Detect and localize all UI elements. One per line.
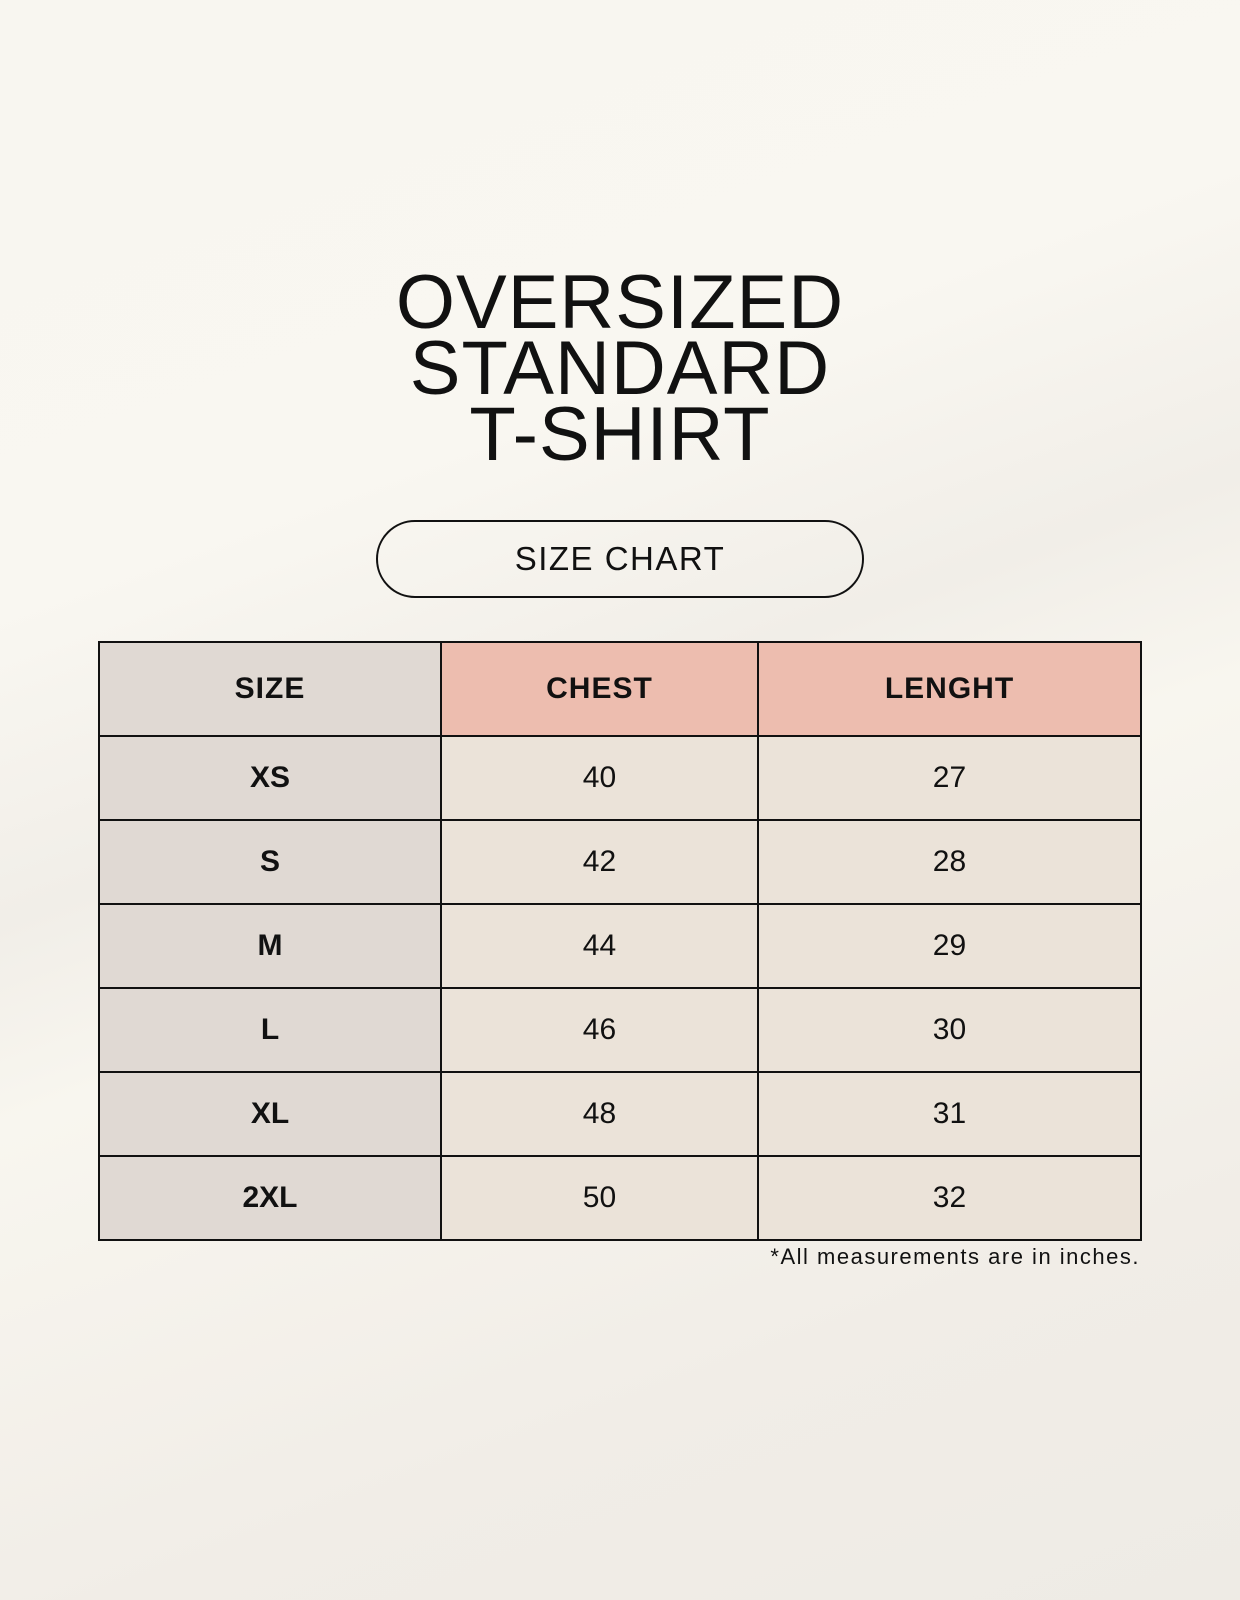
cell-size: 2XL [98,1155,442,1241]
cell-chest: 50 [440,1155,759,1241]
title-line: OVERSIZED [395,260,845,345]
cell-size: M [98,903,442,989]
cell-size: XL [98,1071,442,1157]
table-row: S 42 28 [98,819,1143,905]
cell-length: 31 [756,1071,1143,1157]
cell-chest: 48 [440,1071,759,1157]
page-title: OVERSIZED STANDARD T-SHIRT [0,260,1240,477]
size-table: SIZE CHEST LENGHT XS 40 27 S 42 28 M 44 29 L 46 30 X… [98,641,1143,1241]
cell-length: 30 [756,987,1143,1073]
table-row: XL 48 31 [98,1071,1143,1157]
cell-size: L [98,987,442,1073]
header-size: SIZE [98,641,442,737]
title-line: STANDARD [409,326,831,411]
table-row: M 44 29 [98,903,1143,989]
cell-chest: 46 [440,987,759,1073]
cell-chest: 44 [440,903,759,989]
cell-chest: 42 [440,819,759,905]
table-row: XS 40 27 [98,735,1143,821]
cell-length: 29 [756,903,1143,989]
table-row: L 46 30 [98,987,1143,1073]
size-chart-badge: SIZE CHART [376,520,864,598]
cell-length: 28 [756,819,1143,905]
cell-chest: 40 [440,735,759,821]
table-row: 2XL 50 32 [98,1155,1143,1241]
header-chest: CHEST [440,641,759,737]
cell-size: XS [98,735,442,821]
cell-length: 32 [756,1155,1143,1241]
table-header-row: SIZE CHEST LENGHT [98,641,1143,737]
footnote: *All measurements are in inches. [770,1244,1140,1269]
title-line: T-SHIRT [469,392,771,477]
header-length: LENGHT [756,641,1143,737]
cell-length: 27 [756,735,1143,821]
cell-size: S [98,819,442,905]
